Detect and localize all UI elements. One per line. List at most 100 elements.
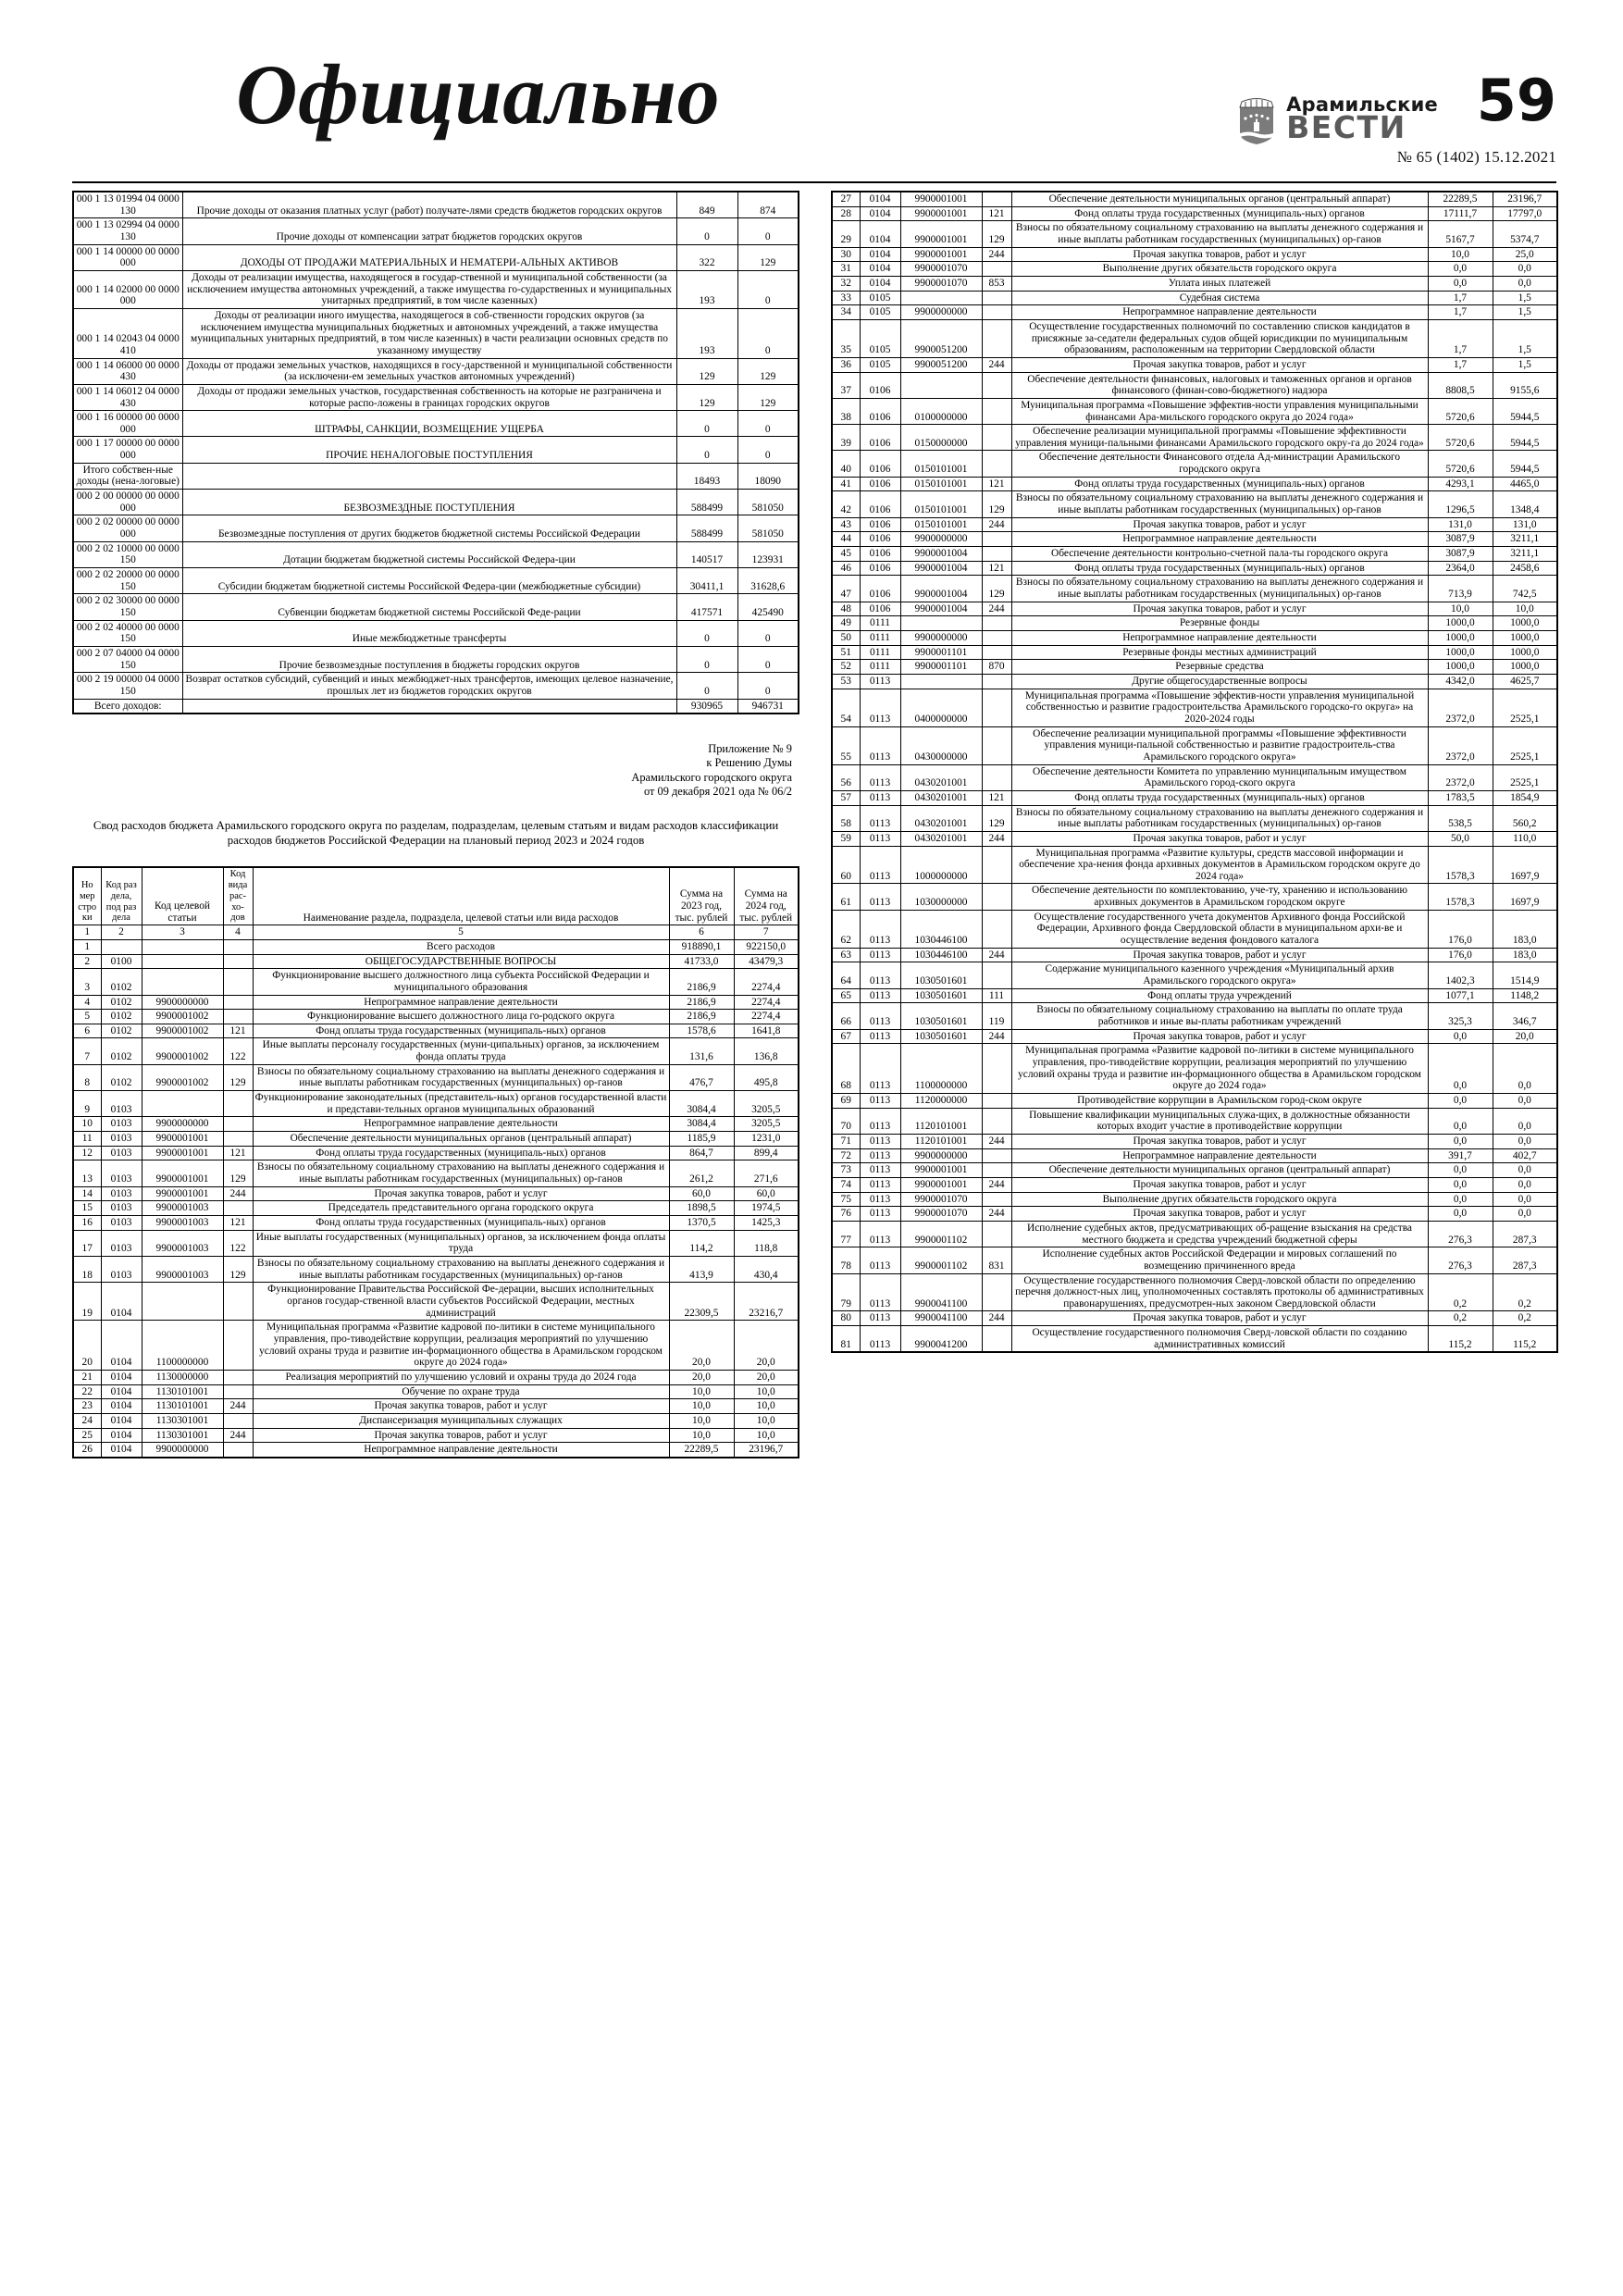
income-value-2024: 425490 (737, 593, 799, 621)
expense-celevaya: 0430201001 (899, 789, 983, 806)
expense-sum-2023: 10,0 (668, 1412, 735, 1429)
expense-razdel: 0113 (859, 1002, 901, 1030)
income-name-cell: Доходы от реализации иного имущества, на… (181, 307, 677, 359)
expense-sum-2023: 5720,6 (1427, 450, 1493, 478)
expense-vid (981, 1092, 1012, 1109)
expense-sum-2024: 3211,1 (1492, 531, 1558, 548)
income-name-cell: Дотации бюджетам бюджетной системы Росси… (181, 540, 677, 569)
expense-row-number: 33 (831, 290, 861, 306)
expense-sum-2023: 114,2 (668, 1229, 735, 1257)
expense-sum-2023: 2364,0 (1427, 560, 1493, 577)
expense-sum-2024: 3205,5 (733, 1116, 799, 1133)
expense-sum-2023: 20,0 (668, 1320, 735, 1371)
expense-row-number: 81 (831, 1325, 861, 1353)
expense-sum-2023: 1000,0 (1427, 659, 1493, 675)
income-code-cell: 000 2 00 00000 00 0000 000 (72, 489, 183, 516)
expense-sum-2024: 136,8 (733, 1037, 799, 1065)
income-value-2023: 129 (675, 357, 738, 385)
expense-name: Резервные средства (1010, 659, 1429, 675)
expense-name: Взносы по обязательному социальному стра… (1010, 490, 1429, 518)
expense-vid (981, 531, 1012, 548)
expense-sum-2023: 1898,5 (668, 1200, 735, 1216)
expense-vid (981, 424, 1012, 452)
expense-name: Непрограммное направление деятельности (1010, 531, 1429, 548)
expense-razdel (100, 938, 142, 955)
table-row: 11 0103 9900001001 Обеспечение деятельности… (72, 1131, 799, 1147)
expense-row-number: 8 (72, 1063, 102, 1092)
appendix-line-1: Приложение № 9 (708, 742, 792, 756)
expense-name: Фонд оплаты труда государственных (муниц… (1010, 205, 1429, 222)
expense-sum-2023: 276,3 (1427, 1220, 1493, 1248)
expense-sum-2024: 1,5 (1492, 356, 1558, 373)
expense-sum-2023: 10,0 (1427, 601, 1493, 617)
expense-razdel: 0113 (859, 1043, 901, 1094)
expense-celevaya (141, 938, 224, 955)
expense-celevaya (141, 968, 224, 996)
table-row: 24 0104 1130301001 Диспансеризация муниципа… (72, 1412, 799, 1429)
expense-sum-2023: 276,3 (1427, 1247, 1493, 1274)
expense-sum-2024: 346,7 (1492, 1002, 1558, 1030)
expense-celevaya: 9900051200 (899, 318, 983, 358)
table-row: 000 2 02 40000 00 0000 150 Иные межбюджет… (72, 619, 799, 647)
table-row: 55 0113 0430000000 Обеспечение реализации м… (831, 726, 1558, 765)
expense-vid (981, 909, 1012, 949)
expense-celevaya: 9900000000 (899, 630, 983, 646)
expense-razdel: 0113 (859, 1310, 901, 1327)
expense-row-number: 62 (831, 909, 861, 949)
expense-vid: 244 (981, 516, 1012, 533)
expense-sum-2023: 2186,9 (668, 1009, 735, 1024)
income-value-2023: 0 (675, 410, 738, 438)
expense-row-number: 74 (831, 1176, 861, 1193)
expense-vid (981, 261, 1012, 277)
expense-sum-2023: 1077,1 (1427, 987, 1493, 1004)
table-row: 4 0102 9900000000 Непрограммное направление… (72, 994, 799, 1011)
expense-razdel: 0106 (859, 575, 901, 602)
expense-celevaya: 9900001002 (141, 1009, 224, 1024)
income-code-cell: 000 2 02 30000 00 0000 150 (72, 593, 183, 621)
col-num-5: 5 (252, 925, 670, 940)
expense-celevaya (141, 1090, 224, 1118)
expense-row-number: 54 (831, 688, 861, 727)
expense-row-number: 10 (72, 1116, 102, 1133)
expense-sum-2024: 2274,4 (733, 994, 799, 1011)
income-name-cell (181, 698, 677, 714)
expense-vid: 244 (981, 1133, 1012, 1149)
expense-name: Осуществление государственного полномочи… (1010, 1325, 1429, 1353)
expense-row-number: 65 (831, 987, 861, 1004)
table-row: 51 0111 9900001101 Резервные фонды местных … (831, 644, 1558, 661)
income-value-2024: 0 (737, 619, 799, 647)
expense-row-number: 30 (831, 246, 861, 263)
table-row: 34 0105 9900000000 Непрограммное направлени… (831, 304, 1558, 320)
table-row: 30 0104 9900001001 244 Прочая закупка товаро… (831, 246, 1558, 263)
expense-celevaya: 1130301001 (141, 1427, 224, 1444)
expense-vid (222, 1131, 254, 1147)
table-row: 000 1 14 00000 00 0000 000 ДОХОДЫ ОТ ПРОД… (72, 243, 799, 271)
expense-razdel: 0113 (859, 830, 901, 847)
expense-sum-2024: 2274,4 (733, 1009, 799, 1024)
expense-vid: 121 (222, 1145, 254, 1161)
expense-celevaya: 9900001070 (899, 261, 983, 277)
income-name-cell: ПРОЧИЕ НЕНАЛОГОВЫЕ ПОСТУПЛЕНИЯ (181, 436, 677, 464)
table-row: 65 0113 1030501601 111 Фонд оплаты труда учр… (831, 987, 1558, 1004)
table-row: 67 0113 1030501601 244 Прочая закупка товаро… (831, 1028, 1558, 1045)
expense-sum-2023: 22289,5 (1427, 191, 1493, 207)
expense-sum-2023: 3087,9 (1427, 546, 1493, 562)
income-code-cell: Всего доходов: (72, 698, 183, 714)
expense-razdel: 0113 (859, 1325, 901, 1353)
income-code-cell: 000 1 17 00000 00 0000 000 (72, 436, 183, 464)
expense-sum-2024: 1,5 (1492, 290, 1558, 306)
expense-razdel: 0103 (100, 1229, 142, 1257)
header-cell-name: Наименование раздела, подраздела, целево… (252, 866, 670, 926)
expense-name: Резервные фонды (1010, 615, 1429, 631)
expense-sum-2024: 17797,0 (1492, 205, 1558, 222)
table-row: 8 0102 9900001002 129 Взносы по обязательном… (72, 1063, 799, 1092)
expense-razdel: 0103 (100, 1185, 142, 1202)
expense-row-number: 71 (831, 1133, 861, 1149)
expense-celevaya: 0400000000 (899, 688, 983, 727)
expense-row-number: 3 (72, 968, 102, 996)
expense-vid: 244 (981, 356, 1012, 373)
expense-name: Прочая закупка товаров, работ и услуг (1010, 1310, 1429, 1327)
expense-celevaya (141, 953, 224, 970)
expense-celevaya: 0430201001 (899, 804, 983, 832)
table-row: 73 0113 9900001001 Обеспечение деятельности… (831, 1162, 1558, 1178)
